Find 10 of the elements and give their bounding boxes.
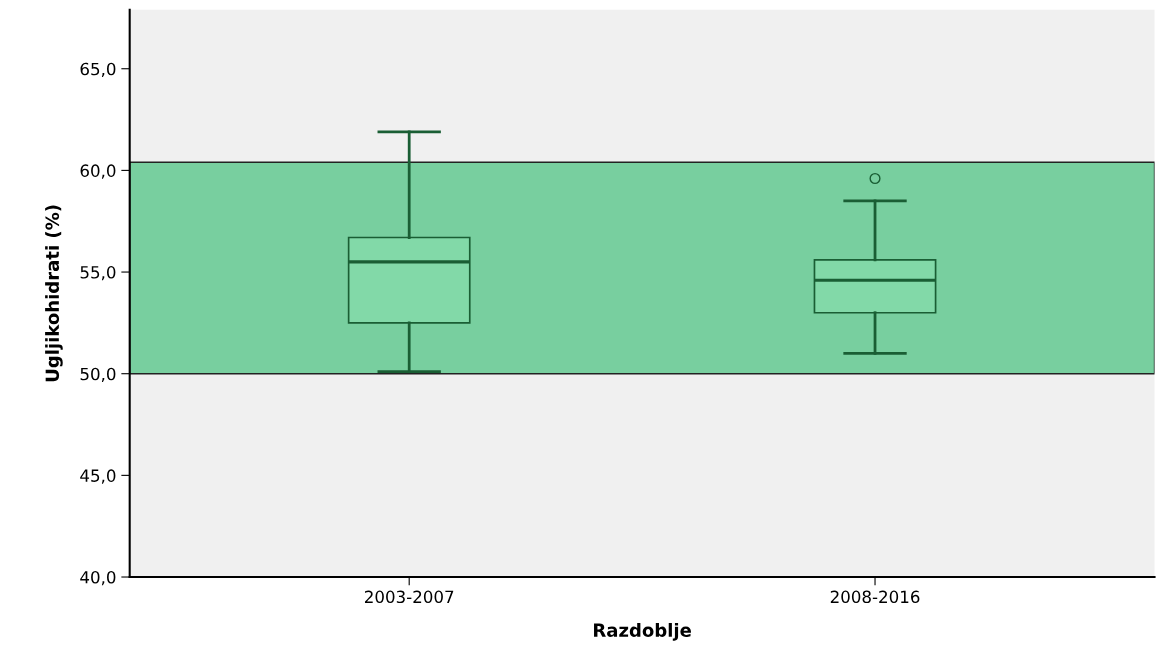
y-tick-label: 45,0 <box>80 469 116 484</box>
x-axis-title: Razdoblje <box>594 623 691 641</box>
x-tick-label: 2003-2007 <box>364 590 454 604</box>
x-tick-label: 2008-2016 <box>830 590 920 604</box>
y-tick-label: 40,0 <box>80 570 116 586</box>
y-axis-title: Ugljikohidrati (%) <box>45 205 63 382</box>
y-tick-label: 55,0 <box>80 266 116 281</box>
y-tick-label: 65,0 <box>80 62 116 78</box>
y-tick-label: 60,0 <box>80 164 116 179</box>
y-tick-label: 50,0 <box>80 367 116 382</box>
